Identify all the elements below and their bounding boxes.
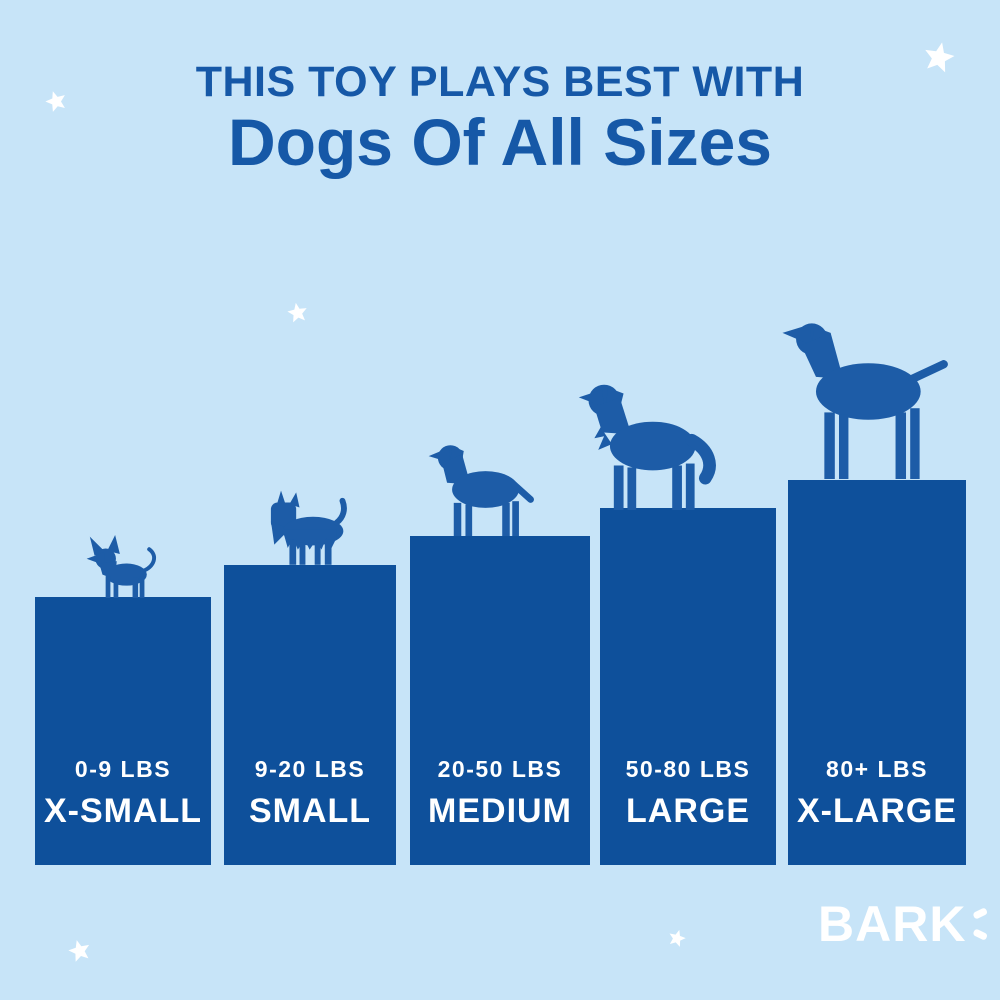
golden-retriever-dog-icon — [571, 374, 717, 511]
weight-range-label: 50-80 LBS — [625, 756, 751, 782]
size-name-label: MEDIUM — [428, 792, 572, 830]
bark-logo-text: BARK — [818, 896, 967, 952]
pointer-dog-icon — [772, 314, 950, 480]
size-bar-medium: 20-50 LBS MEDIUM — [410, 445, 590, 865]
star-icon — [920, 38, 958, 76]
size-bar-x-large: 80+ LBS X-LARGE — [782, 323, 966, 865]
size-name-label: SMALL — [248, 792, 372, 830]
bar-label: 20-50 LBS MEDIUM — [410, 756, 590, 831]
bar-label: 80+ LBS X-LARGE — [788, 756, 966, 831]
weight-range-label: 0-9 LBS — [74, 756, 172, 782]
size-bar-x-small: 0-9 LBS X-SMALL — [35, 535, 211, 865]
star-icon — [666, 927, 688, 949]
page-title-line2: Dogs Of All Sizes — [228, 105, 772, 179]
weight-range-label: 80+ LBS — [826, 756, 928, 782]
bark-logo: BARK — [818, 899, 990, 949]
size-name-label: X-LARGE — [797, 792, 957, 830]
chihuahua-dog-icon — [83, 535, 159, 599]
size-bar-small: 9-20 LBS SMALL — [224, 490, 396, 865]
size-name-label: LARGE — [626, 792, 750, 830]
bar-label: 0-9 LBS X-SMALL — [35, 756, 211, 831]
scottish-terrier-dog-icon — [259, 489, 355, 565]
star-icon — [65, 936, 93, 964]
bar-label: 9-20 LBS SMALL — [224, 756, 396, 831]
page-title-line1: THIS TOY PLAYS BEST WITH — [195, 58, 805, 106]
star-icon — [42, 87, 70, 115]
weight-range-label: 20-50 LBS — [437, 756, 563, 782]
weight-range-label: 9-20 LBS — [254, 756, 366, 782]
star-icon — [285, 300, 309, 324]
size-name-label: X-SMALL — [43, 792, 203, 830]
bar-label: 50-80 LBS LARGE — [600, 756, 776, 831]
labrador-dog-icon — [422, 436, 534, 537]
bark-sound-marks-icon — [973, 908, 988, 940]
size-bar-large: 50-80 LBS LARGE — [578, 384, 776, 865]
